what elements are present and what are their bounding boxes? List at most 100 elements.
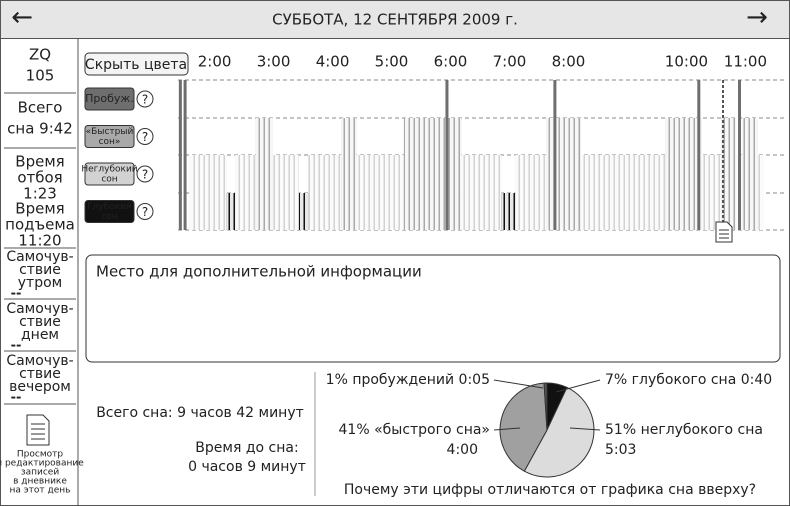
help-icon[interactable] bbox=[136, 128, 154, 145]
segment-stripes bbox=[461, 155, 502, 230]
mood-value: -- bbox=[11, 339, 22, 354]
stage-label: сон bbox=[101, 175, 117, 185]
wake-time: Время bbox=[15, 200, 64, 218]
header-bar bbox=[0, 0, 790, 39]
total-sleep-summary: Всего сна: 9 часов 42 минут bbox=[96, 405, 304, 421]
mood-value: -- bbox=[11, 391, 22, 406]
pie-label: 4:00 bbox=[447, 442, 478, 458]
segment-stripes bbox=[742, 118, 758, 230]
time-to-sleep: Время до сна: bbox=[195, 440, 298, 456]
wake-event bbox=[183, 80, 187, 230]
diary-link: в дневнике bbox=[13, 477, 67, 487]
mood-label: ствие bbox=[19, 314, 61, 330]
segment-stripes bbox=[255, 118, 273, 230]
wake-event bbox=[738, 80, 742, 230]
segment-stripes bbox=[546, 118, 581, 230]
pie-leader bbox=[555, 379, 601, 393]
stage-badge bbox=[84, 200, 135, 223]
time-tick-label: 10:00 bbox=[665, 53, 708, 71]
diary-link: записей bbox=[21, 468, 60, 478]
wake-event bbox=[553, 80, 557, 230]
total-sleep: Всего bbox=[18, 99, 63, 117]
stage-label: Пробуж. bbox=[85, 92, 134, 105]
mood-label: Самочув- bbox=[6, 249, 73, 265]
stage-label: Неглубокий bbox=[81, 165, 137, 175]
toggle-colors-button[interactable] bbox=[84, 52, 189, 76]
mood-value: -- bbox=[11, 287, 22, 302]
segment-stripes bbox=[701, 155, 722, 230]
pie-label: 41% «быстрого сна» bbox=[339, 422, 491, 438]
pie-label: 5:03 bbox=[605, 442, 636, 458]
time-tick-label: 2:00 bbox=[198, 53, 232, 71]
segment-stripes bbox=[403, 118, 462, 230]
wake-event bbox=[178, 80, 182, 230]
mood-label: утром bbox=[18, 275, 62, 291]
segment-stripes bbox=[501, 193, 516, 230]
help-icon-label: ? bbox=[142, 93, 148, 107]
pie-label: 7% глубокого сна 0:40 bbox=[605, 372, 772, 388]
help-icon-label: ? bbox=[142, 205, 148, 219]
stage-label: сон» bbox=[99, 137, 121, 147]
wake-time: 11:20 bbox=[18, 232, 61, 250]
segment-stripes bbox=[298, 193, 309, 230]
segment-stripes bbox=[308, 155, 342, 230]
next-day[interactable]: → bbox=[746, 3, 768, 33]
mood-label: ствие bbox=[19, 262, 61, 278]
bedtime: 1:23 bbox=[23, 185, 57, 203]
time-tick-label: 5:00 bbox=[375, 53, 409, 71]
pie-leader bbox=[493, 427, 521, 431]
segment-stripes bbox=[515, 155, 547, 230]
segment-stripes bbox=[341, 118, 357, 230]
pie-leader bbox=[569, 427, 601, 431]
notes-box[interactable] bbox=[85, 254, 781, 363]
help-icon-label: ? bbox=[142, 130, 148, 144]
diary-link: на этот день bbox=[9, 486, 70, 496]
total-sleep: сна 9:42 bbox=[7, 120, 73, 138]
time-tick-label: 8:00 bbox=[552, 53, 586, 71]
segment-stripes bbox=[757, 155, 764, 230]
zq-label: ZQ bbox=[29, 46, 51, 64]
stage-label: сон bbox=[101, 212, 117, 222]
header-title: СУББОТА, 12 СЕНТЯБРЯ 2009 г. bbox=[272, 11, 518, 29]
zq-value: 105 bbox=[26, 67, 55, 85]
diary-icon[interactable] bbox=[26, 414, 50, 446]
bedtime: Время bbox=[15, 153, 64, 171]
wake-event bbox=[445, 80, 449, 230]
help-icon[interactable] bbox=[136, 165, 154, 183]
stage-badge bbox=[84, 162, 135, 186]
segment-stripes bbox=[226, 193, 236, 230]
mood-label: Самочув- bbox=[6, 301, 73, 317]
time-tick-label: 7:00 bbox=[493, 53, 527, 71]
notes-text: Место для дополнительной информации bbox=[96, 263, 422, 281]
mood-label: вечером bbox=[9, 379, 71, 395]
time-tick-label: 11:00 bbox=[724, 53, 767, 71]
time-to-sleep: 0 часов 9 минут bbox=[188, 459, 306, 475]
segment-stripes bbox=[189, 155, 227, 230]
segment-stripes bbox=[235, 155, 256, 230]
pie-leader bbox=[493, 379, 544, 389]
segment-stripes bbox=[721, 118, 736, 230]
diary-link: и редактирование bbox=[0, 459, 84, 469]
stage-label: «Быстрый bbox=[86, 127, 134, 137]
help-icon[interactable] bbox=[136, 203, 154, 220]
time-tick-label: 3:00 bbox=[257, 53, 291, 71]
stage-badge bbox=[84, 125, 135, 148]
wake-time: подъема bbox=[5, 216, 75, 234]
pie-label: 51% неглубокого сна bbox=[605, 422, 763, 438]
pie-label: 1% пробуждений 0:05 bbox=[326, 372, 490, 388]
segment-stripes bbox=[356, 155, 404, 230]
segment-stripes bbox=[580, 155, 666, 230]
note-icon[interactable] bbox=[715, 221, 733, 243]
time-tick-label: 4:00 bbox=[316, 53, 350, 71]
segment-stripes bbox=[272, 155, 299, 230]
mood-label: днем bbox=[21, 327, 59, 343]
pie-slice bbox=[523, 386, 595, 478]
prev-day[interactable]: ← bbox=[11, 3, 33, 33]
pie-slice bbox=[543, 382, 548, 431]
question-link[interactable]: Почему эти цифры отличаются от графика с… bbox=[344, 482, 756, 498]
mood-label: ствие bbox=[19, 366, 61, 382]
time-tick-label: 6:00 bbox=[434, 53, 468, 71]
bedtime: отбоя bbox=[17, 169, 62, 187]
help-icon[interactable] bbox=[136, 90, 154, 108]
